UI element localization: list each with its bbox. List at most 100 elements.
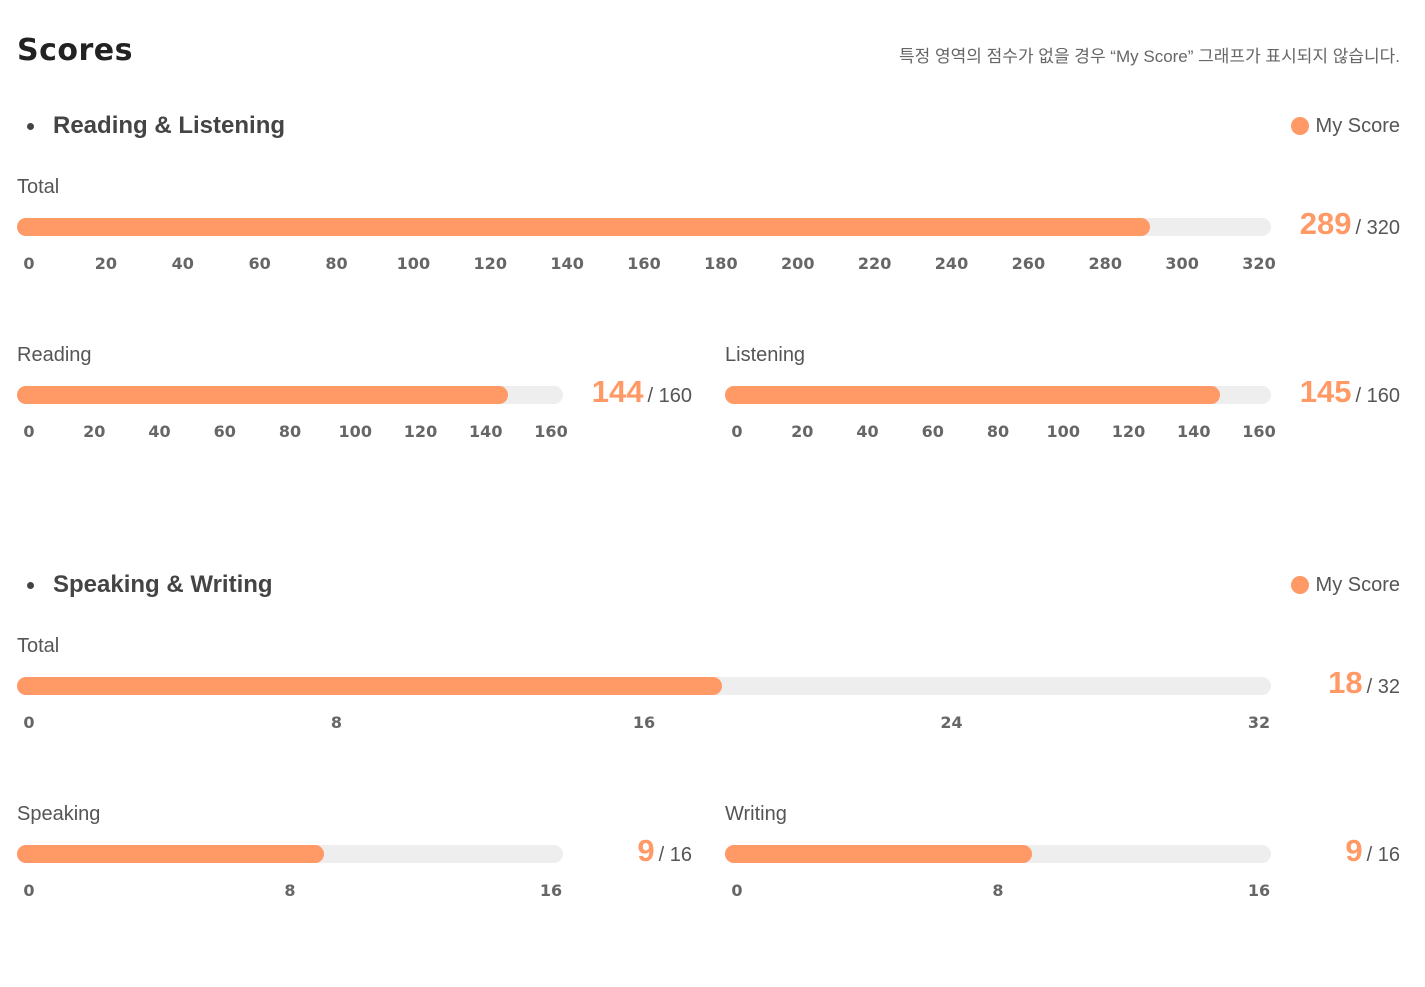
tick-label: 0 <box>23 254 35 273</box>
tick-label: 140 <box>1177 422 1211 441</box>
tick-label: 24 <box>940 713 963 732</box>
tick-label: 140 <box>469 422 503 441</box>
tick-label: 40 <box>856 422 879 441</box>
tick-label: 120 <box>1111 422 1146 441</box>
bar-fill <box>17 677 723 695</box>
tick-label: 160 <box>1242 422 1276 441</box>
tick-label: 80 <box>986 422 1010 441</box>
score-readout: 9/ 16 <box>637 833 692 869</box>
tick-label: 100 <box>396 254 431 273</box>
score-readout: 144/ 160 <box>592 374 692 410</box>
legend-label: My Score <box>1315 114 1400 137</box>
bar-track <box>17 218 1271 236</box>
tick-label: 320 <box>1242 254 1276 273</box>
bar-fill <box>725 845 1033 863</box>
tick-label: 200 <box>781 254 815 273</box>
tick-label: 160 <box>534 422 568 441</box>
circle-dot-icon <box>1290 117 1309 135</box>
legend-label: My Score <box>1315 573 1400 596</box>
score-max: / 160 <box>647 385 692 407</box>
bar-track <box>17 845 563 863</box>
tick-label: 16 <box>632 713 656 732</box>
tick-label: 8 <box>330 713 343 732</box>
tick-label: 100 <box>338 422 372 441</box>
score-readout: 9/ 16 <box>1345 833 1400 869</box>
tick-label: 8 <box>992 881 1004 900</box>
tick-label: 20 <box>791 422 814 441</box>
bar-track <box>725 845 1271 863</box>
bar-fill <box>17 845 325 863</box>
score-value: 144 <box>591 374 644 409</box>
tick-labels: 0 20 40 60 80 100 120 140 160 <box>23 422 567 442</box>
page-title: Scores <box>17 33 133 68</box>
bullet-icon <box>27 123 34 130</box>
tick-label: 80 <box>325 254 348 273</box>
score-value: 9 <box>1345 833 1363 868</box>
tick-label: 20 <box>94 254 118 273</box>
tick-label: 32 <box>1247 713 1271 732</box>
score-max: / 320 <box>1355 217 1400 239</box>
tick-label: 0 <box>23 881 35 900</box>
bar-label: Speaking <box>17 803 101 825</box>
tick-label: 80 <box>278 422 302 441</box>
bar-label: Listening <box>725 344 806 366</box>
score-readout: 18/ 32 <box>1328 665 1400 701</box>
score-value: 145 <box>1299 374 1352 409</box>
score-bar-sw-total: Total 0 8 16 24 32 18/ 32 <box>17 635 1400 735</box>
score-max: / 16 <box>658 844 692 866</box>
bar-fill <box>17 386 509 404</box>
score-bar-writing: Writing 0 8 16 9/ 16 <box>725 803 1400 903</box>
section-title: Speaking & Writing <box>53 571 273 598</box>
section-speaking-writing: Speaking & Writing My Score Total 0 8 16 24… <box>0 567 1425 987</box>
tick-label: 160 <box>627 254 661 273</box>
score-bar-listening: Listening 0 20 40 60 80 100 120 140 160 145/ 160 <box>725 344 1400 444</box>
tick-labels: 0 8 16 <box>23 881 562 901</box>
tick-labels: 0 8 16 24 32 <box>23 713 1270 733</box>
tick-label: 300 <box>1165 254 1199 273</box>
tick-label: 120 <box>473 254 507 273</box>
tick-label: 220 <box>857 254 892 273</box>
section-title: Reading & Listening <box>53 112 286 139</box>
tick-label: 100 <box>1046 422 1080 441</box>
score-readout: 289/ 320 <box>1300 206 1400 242</box>
tick-label: 60 <box>248 254 271 273</box>
bar-track <box>17 386 563 404</box>
circle-dot-icon <box>1290 576 1309 594</box>
tick-label: 20 <box>83 422 106 441</box>
score-bar-speaking: Speaking 0 8 16 9/ 16 <box>17 803 692 903</box>
bar-track <box>17 677 1271 695</box>
tick-label: 0 <box>23 713 35 732</box>
missing-score-notice: 특정 영역의 점수가 없을 경우 “My Score” 그래프가 표시되지 않습… <box>899 47 1400 66</box>
score-readout: 145/ 160 <box>1300 374 1400 410</box>
bar-track <box>725 386 1271 404</box>
score-value: 9 <box>637 833 655 868</box>
tick-label: 60 <box>213 422 236 441</box>
tick-labels: 0 20 40 60 80 100 120 140 160 <box>731 422 1275 442</box>
tick-labels: 0 20 40 60 80 100 120 140 160 180 200 220 240 260 280 3… <box>23 254 1275 274</box>
tick-label: 280 <box>1088 254 1122 273</box>
score-max: / 16 <box>1366 844 1400 866</box>
bar-label: Reading <box>17 344 92 366</box>
tick-label: 60 <box>921 422 944 441</box>
section-reading-listening: Reading & Listening My Score Total 0 20 40… <box>0 108 1425 528</box>
tick-label: 0 <box>731 422 743 441</box>
tick-label: 40 <box>148 422 171 441</box>
bullet-icon <box>27 582 34 589</box>
bar-label: Writing <box>725 803 787 825</box>
tick-label: 8 <box>284 881 296 900</box>
tick-label: 40 <box>171 254 194 273</box>
score-max: / 32 <box>1366 676 1400 698</box>
tick-label: 120 <box>403 422 438 441</box>
score-max: / 160 <box>1355 385 1400 407</box>
score-value: 18 <box>1328 665 1363 700</box>
tick-label: 180 <box>704 254 738 273</box>
bar-label: Total <box>17 635 60 657</box>
section-header: Reading & Listening My Score <box>0 108 1425 148</box>
bar-fill <box>725 386 1220 404</box>
tick-label: 0 <box>23 422 35 441</box>
tick-label: 0 <box>731 881 743 900</box>
score-bar-rl-total: Total 0 20 40 60 80 100 120 140 160 180 200 220 240 2… <box>17 176 1400 276</box>
score-bar-reading: Reading 0 20 40 60 80 100 120 140 160 144/ 160 <box>17 344 692 444</box>
tick-label: 260 <box>1011 254 1046 273</box>
tick-label: 140 <box>550 254 584 273</box>
